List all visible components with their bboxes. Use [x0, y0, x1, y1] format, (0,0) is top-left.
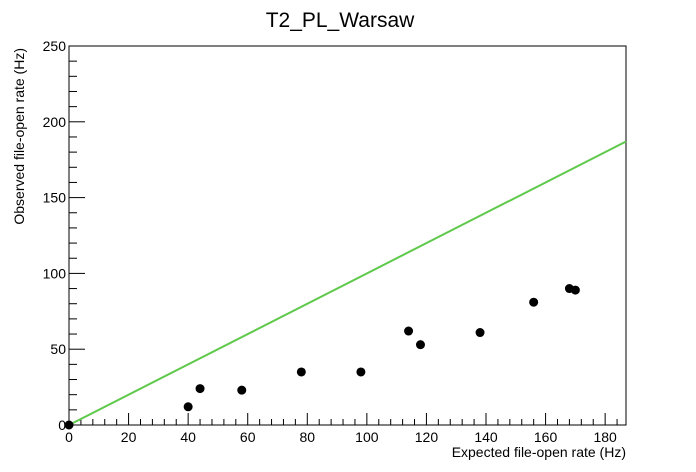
- data-point: [195, 384, 205, 394]
- plot-frame: [68, 45, 627, 426]
- y-tick-label: 100: [43, 265, 67, 281]
- data-points: [64, 284, 580, 430]
- x-tick-label: 60: [240, 429, 256, 445]
- data-point: [404, 326, 414, 336]
- y-tick-label: 50: [50, 341, 66, 357]
- data-point: [529, 297, 539, 307]
- data-point: [415, 340, 425, 350]
- y-axis-ticks: [69, 45, 85, 426]
- reference-line: [68, 140, 627, 426]
- x-axis-ticks: [68, 413, 618, 425]
- x-tick-label: 40: [180, 429, 196, 445]
- y-tick-label: 150: [43, 190, 67, 206]
- data-point: [570, 285, 580, 295]
- y-tick-label: 200: [43, 114, 67, 130]
- x-axis-tick-labels: 0 20 40 60 80 100 120 140 160 180: [65, 429, 617, 445]
- data-point: [475, 328, 485, 338]
- y-axis-tick-labels: 0 50 100 150 200 250: [43, 38, 67, 433]
- x-tick-label: 80: [299, 429, 315, 445]
- y-tick-label: 0: [58, 417, 66, 433]
- data-point: [237, 385, 247, 395]
- x-tick-label: 120: [415, 429, 439, 445]
- x-axis-label: Expected file-open rate (Hz): [452, 444, 626, 460]
- x-tick-label: 100: [355, 429, 379, 445]
- data-point: [183, 402, 193, 412]
- x-tick-label: 180: [593, 429, 617, 445]
- chart-title: T2_PL_Warsaw: [266, 9, 415, 32]
- x-tick-label: 160: [534, 429, 558, 445]
- y-tick-label: 250: [43, 38, 67, 54]
- x-tick-label: 20: [121, 429, 137, 445]
- y-axis-label: Observed file-open rate (Hz): [11, 48, 27, 225]
- x-tick-label: 140: [474, 429, 498, 445]
- data-point: [296, 367, 306, 377]
- data-point: [356, 367, 366, 377]
- x-tick-label: 0: [65, 429, 73, 445]
- data-point: [64, 420, 74, 430]
